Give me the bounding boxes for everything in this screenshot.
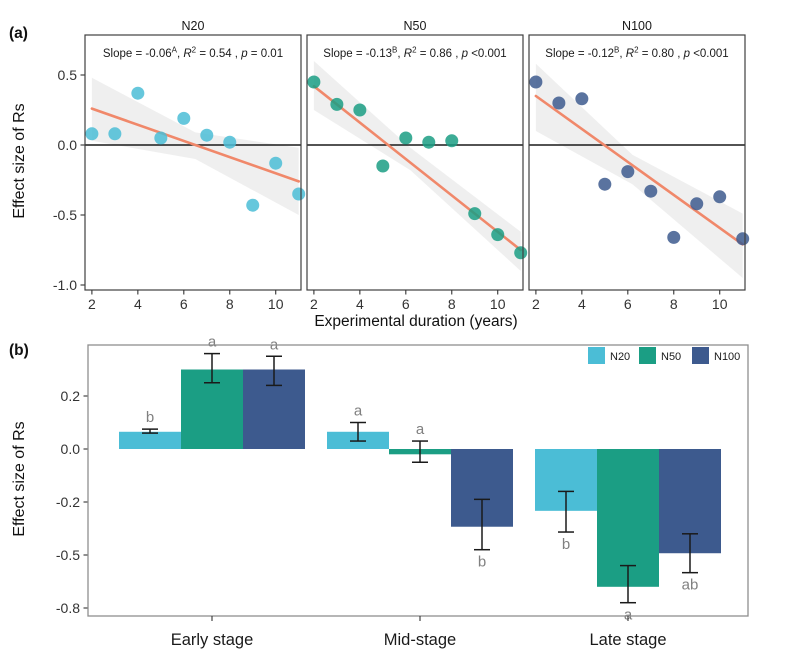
scatter-point <box>667 230 681 244</box>
regression-stats: Slope = -0.12B, R2 = 0.80 , p <0.001 <box>545 46 728 61</box>
scatter-point <box>108 127 122 141</box>
scatter-point <box>598 177 612 191</box>
sig-letter: ab <box>682 577 699 594</box>
x-tick-label: 4 <box>134 296 142 312</box>
scatter-panels: 0.5 0.0 -0.5 -1.0 N20 2 4 6 8 10 Slope = -0.06A, R… <box>53 19 750 312</box>
sig-letter: a <box>208 334 217 351</box>
category-label: Mid-stage <box>384 631 456 649</box>
x-tick-label: 8 <box>670 296 678 312</box>
legend-label-n100: N100 <box>714 351 740 363</box>
panel-a-x-axis-title: Experimental duration (years) <box>314 313 518 330</box>
x-tick-label: 8 <box>448 296 456 312</box>
x-tick-label: 10 <box>712 296 728 312</box>
y-tick-label: -0.5 <box>53 207 77 223</box>
bar-n20-1 <box>119 431 181 449</box>
category-label: Late stage <box>589 631 666 649</box>
x-tick-label: 6 <box>180 296 188 312</box>
y-tick-label: -1.0 <box>53 277 77 293</box>
facet-title: N50 <box>404 19 427 33</box>
y-tick-label: -0.5 <box>56 547 80 563</box>
legend-swatch-n20 <box>588 347 605 364</box>
legend-swatch-n100 <box>692 347 709 364</box>
x-tick-label: 10 <box>268 296 284 312</box>
panel-border <box>528 34 746 291</box>
scatter-point <box>491 228 505 242</box>
sig-letter: a <box>416 421 425 438</box>
scatter-point <box>713 190 727 204</box>
scatter-point <box>575 92 589 106</box>
y-tick-label: -0.8 <box>56 600 80 616</box>
y-tick-label: 0.0 <box>61 441 81 457</box>
x-tick-label: 8 <box>226 296 234 312</box>
legend-label-n20: N20 <box>610 351 630 363</box>
sig-letter: b <box>478 554 486 571</box>
x-tick-label: 4 <box>356 296 364 312</box>
regression-stats: Slope = -0.13B, R2 = 0.86 , p <0.001 <box>323 46 506 61</box>
panel-border <box>306 34 524 291</box>
legend-swatch-n50 <box>639 347 656 364</box>
scatter-point <box>246 198 260 212</box>
scatter-point <box>330 97 344 111</box>
scatter-point <box>131 86 145 100</box>
regression-stats: Slope = -0.06A, R2 = 0.54 , p = 0.01 <box>103 46 283 61</box>
scatter-point <box>307 75 321 89</box>
x-tick-label: 2 <box>310 296 318 312</box>
scatter-point <box>269 156 283 170</box>
scatter-point <box>514 246 528 260</box>
y-tick-label: 0.0 <box>58 137 78 153</box>
ci-ribbon <box>313 61 521 271</box>
scatter-point <box>621 165 635 179</box>
x-tick-label: 6 <box>402 296 410 312</box>
ci-ribbon <box>91 77 299 215</box>
category-label: Early stage <box>171 631 254 649</box>
facet-title: N20 <box>182 19 205 33</box>
sig-letter: b <box>562 536 570 553</box>
scatter-point <box>376 159 390 173</box>
facet-title: N100 <box>622 19 652 33</box>
y-tick-label: 0.2 <box>61 388 81 404</box>
panel-a-label: (a) <box>9 25 28 42</box>
bar-n50-3 <box>597 449 659 587</box>
panel-border <box>84 34 302 291</box>
scatter-point <box>736 232 750 246</box>
scatter-point <box>644 184 658 198</box>
panel-border <box>87 344 749 617</box>
scatter-point <box>353 103 367 117</box>
scatter-point <box>399 131 413 145</box>
scatter-point <box>552 96 566 110</box>
scatter-point <box>177 111 191 125</box>
scatter-point <box>690 197 704 211</box>
scatter-point <box>468 207 482 221</box>
x-tick-label: 4 <box>578 296 586 312</box>
scatter-point <box>529 75 543 89</box>
x-tick-label: 10 <box>490 296 506 312</box>
scatter-point <box>154 131 168 145</box>
sig-letter: a <box>624 607 633 624</box>
panel-b-y-axis-title: Effect size of Rs <box>11 421 28 537</box>
scatter-point <box>445 134 459 148</box>
regression-line <box>312 84 523 252</box>
regression-line <box>534 94 745 246</box>
scatter-point <box>85 127 99 141</box>
legend-label-n50: N50 <box>661 351 681 363</box>
x-tick-label: 2 <box>532 296 540 312</box>
sig-letter: b <box>146 409 154 426</box>
y-tick-label: 0.5 <box>58 67 78 83</box>
x-tick-label: 2 <box>88 296 96 312</box>
panel-a-y-axis-title: Effect size of Rs <box>11 103 28 219</box>
scatter-point <box>422 135 436 149</box>
y-tick-label: -0.2 <box>56 494 80 510</box>
scatter-point <box>292 187 306 201</box>
regression-line <box>90 107 301 183</box>
sig-letter: a <box>354 403 363 420</box>
panel-b-label: (b) <box>9 342 29 359</box>
scatter-point <box>200 128 214 142</box>
scatter-point <box>223 135 237 149</box>
x-tick-label: 6 <box>624 296 632 312</box>
